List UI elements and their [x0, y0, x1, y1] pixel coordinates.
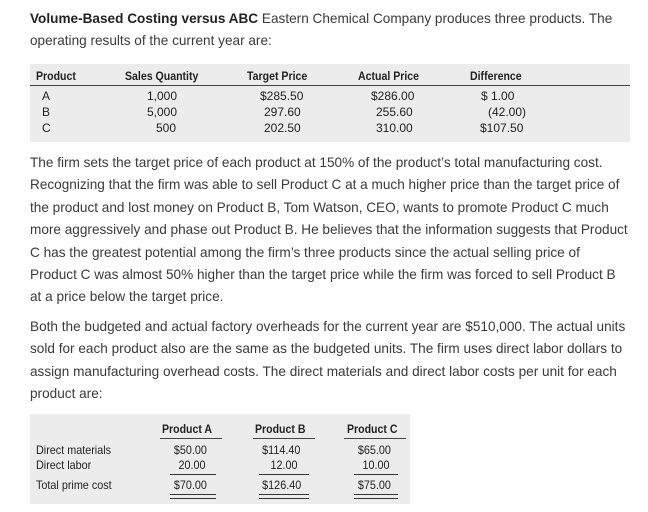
header-sales-quantity: Sales Quantity — [125, 69, 199, 83]
header-product-b: Product B — [255, 422, 306, 436]
table-cell: B — [42, 105, 51, 119]
prime-cost-table: Product A Product B Product C Direct mat… — [30, 414, 410, 504]
table-cell: 255.60 — [376, 105, 413, 119]
table-cell: $114.40 — [262, 443, 301, 457]
table-cell: 310.00 — [376, 121, 413, 135]
header-rule-a — [160, 438, 222, 439]
row-label-direct-materials: Direct materials — [36, 443, 112, 457]
header-target-price: Target Price — [247, 69, 308, 83]
table-cell: $285.50 — [260, 89, 304, 103]
table-cell: (42.00) — [488, 105, 527, 119]
table-cell: 12.00 — [270, 458, 298, 472]
subtotal-rule-c — [354, 474, 398, 475]
subtotal-rule-b — [259, 474, 309, 475]
table-cell: $126.40 — [262, 478, 302, 492]
header-product-c: Product C — [347, 422, 398, 436]
table-cell: 500 — [156, 121, 177, 135]
table-cell: C — [42, 121, 51, 135]
table-cell: 10.00 — [362, 458, 390, 472]
table-cell: 297.60 — [264, 105, 301, 119]
row-label-total-prime-cost: Total prime cost — [36, 478, 112, 492]
table-cell: A — [42, 89, 51, 103]
header-rule-b — [253, 438, 315, 439]
paragraph-target-price: The firm sets the target price of each p… — [30, 155, 628, 305]
header-difference: Difference — [470, 69, 522, 83]
table-cell: $ 1.00 — [481, 89, 515, 103]
table-cell: 1,000 — [147, 89, 178, 103]
header-rule-c — [344, 438, 406, 439]
table-cell: 5,000 — [147, 105, 178, 119]
total-double-rule-c — [354, 494, 398, 499]
table-cell: $50.00 — [173, 443, 207, 457]
table-cell: 202.50 — [264, 121, 301, 135]
intro-paragraph: Volume-Based Costing versus ABC Eastern … — [30, 8, 630, 53]
header-product-a: Product A — [162, 422, 213, 436]
table-cell: $65.00 — [357, 443, 391, 457]
intro-text: Eastern Chemical Company produces three … — [30, 11, 613, 49]
table-cell: $75.00 — [357, 478, 391, 492]
operating-results-table: Product Sales Quantity Target Price Actu… — [30, 64, 630, 142]
paragraph-overheads: Both the budgeted and actual factory ove… — [30, 319, 626, 402]
table-cell: $107.50 — [480, 121, 524, 135]
row-label-direct-labor: Direct labor — [36, 458, 92, 472]
total-double-rule-b — [259, 494, 309, 499]
total-double-rule-a — [170, 494, 216, 499]
table-cell: 20.00 — [178, 458, 206, 472]
header-product: Product — [36, 69, 76, 83]
table-cell: $70.00 — [173, 478, 207, 492]
table-cell: $286.00 — [371, 89, 415, 103]
problem-title: Volume-Based Costing versus ABC — [30, 11, 259, 26]
header-actual-price: Actual Price — [358, 69, 420, 83]
subtotal-rule-a — [170, 474, 216, 475]
header-rule — [30, 85, 630, 86]
